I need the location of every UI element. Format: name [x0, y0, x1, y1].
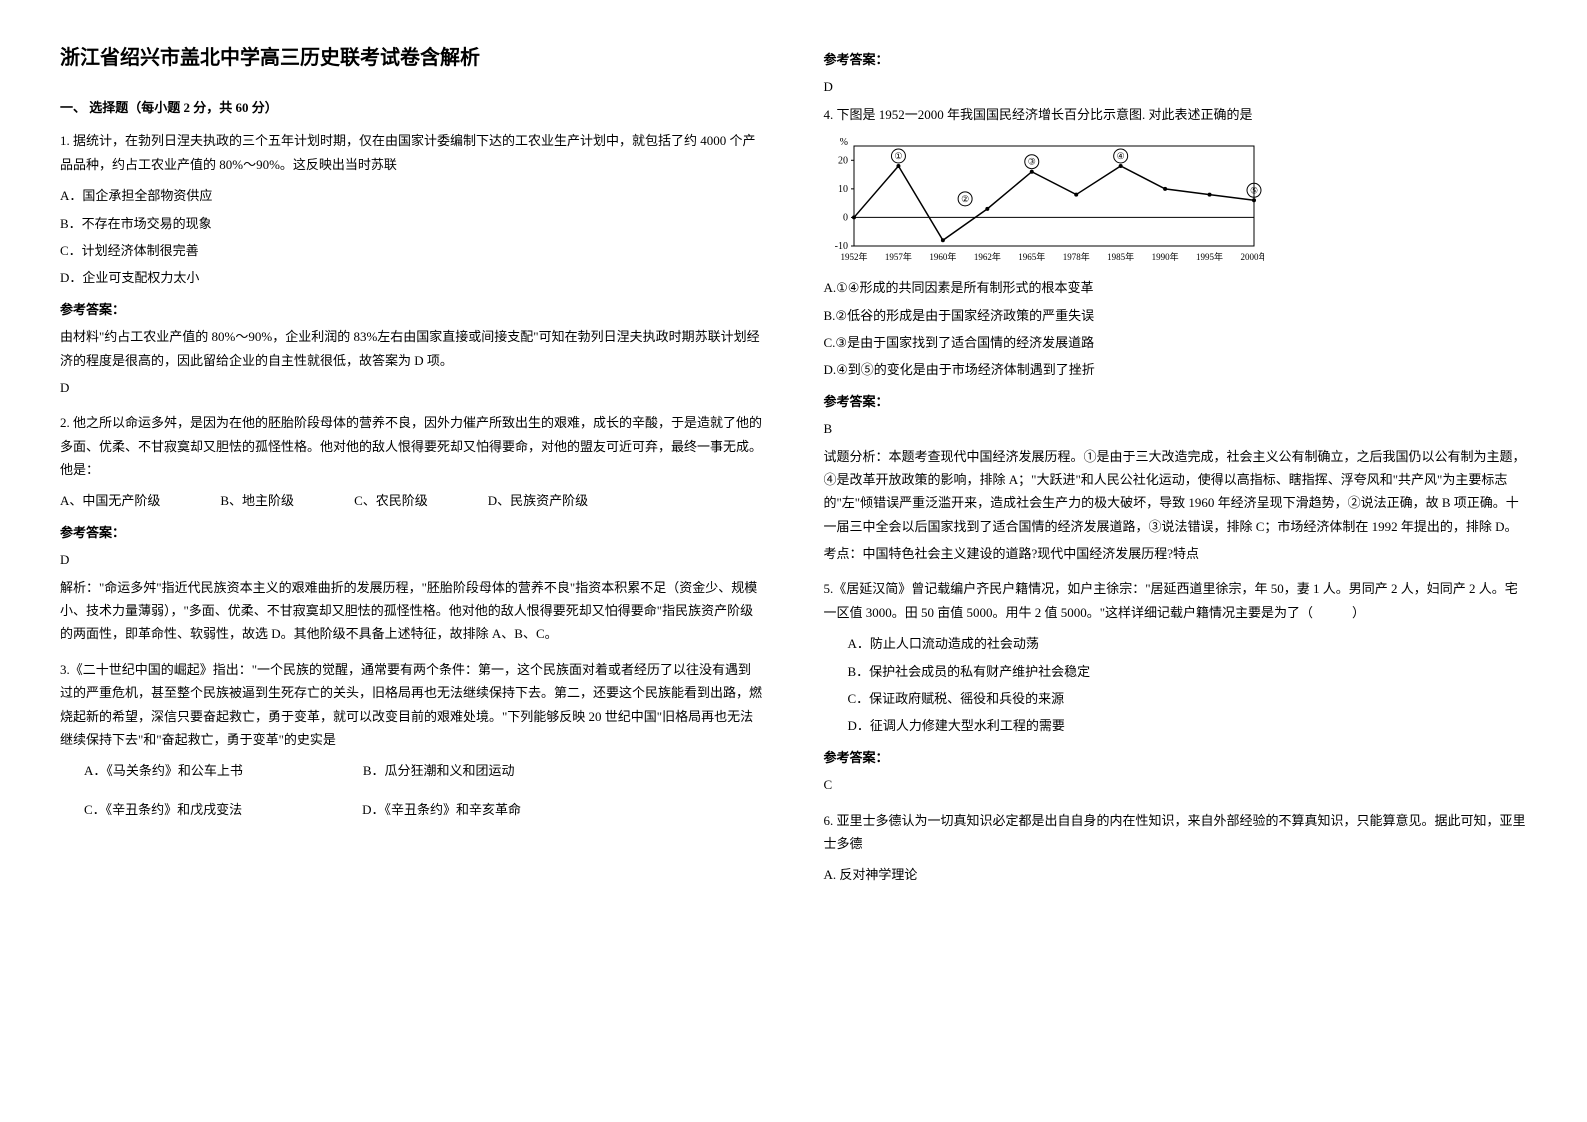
- svg-text:1960年: 1960年: [929, 251, 956, 262]
- option-d: D．企业可支配权力太小: [60, 266, 764, 289]
- option-c: C．《辛丑条约》和戊戌变法: [84, 798, 242, 821]
- svg-text:10: 10: [838, 184, 848, 195]
- svg-text:③: ③: [1027, 157, 1035, 167]
- left-column: 浙江省绍兴市盖北中学高三历史联考试卷含解析 一、 选择题（每小题 2 分，共 6…: [30, 40, 794, 899]
- option-c: C．保证政府赋税、徭役和兵役的来源: [848, 687, 1528, 710]
- options-row-1: A．《马关条约》和公车上书 B．瓜分狂潮和义和团运动: [84, 759, 764, 782]
- svg-text:1995年: 1995年: [1196, 251, 1223, 262]
- options: A.①④形成的共同因素是所有制形式的根本变革 B.②低谷的形成是由于国家经济政策…: [824, 276, 1528, 382]
- question-text: 6. 亚里士多德认为一切真知识必定都是出自自身的内在性知识，来自外部经验的不算真…: [824, 809, 1528, 856]
- question-5: 5.《居延汉简》曾记载编户齐民户籍情况，如户主徐宗："居延西道里徐宗，年 50，…: [824, 577, 1528, 796]
- option-d: D．《辛丑条约》和辛亥革命: [362, 798, 521, 821]
- svg-text:②: ②: [961, 194, 969, 204]
- option-d: D．征调人力修建大型水利工程的需要: [848, 714, 1528, 737]
- answer-value: D: [60, 548, 764, 571]
- options-row-2: C．《辛丑条约》和戊戌变法 D．《辛丑条约》和辛亥革命: [84, 798, 764, 821]
- svg-text:1978年: 1978年: [1062, 251, 1089, 262]
- answer-label: 参考答案：: [824, 746, 1528, 769]
- option-b: B、地主阶级: [220, 489, 294, 512]
- question-1: 1. 据统计，在勃列日涅夫执政的三个五年计划时期，仅在由国家计委编制下达的工农业…: [60, 129, 764, 399]
- svg-text:1962年: 1962年: [973, 251, 1000, 262]
- option-a: A. 反对神学理论: [824, 863, 1528, 886]
- explanation: 试题分析：本题考查现代中国经济发展历程。①是由于三大改造完成，社会主义公有制确立…: [824, 445, 1528, 539]
- answer-label: 参考答案：: [60, 298, 764, 321]
- svg-text:1985年: 1985年: [1107, 251, 1134, 262]
- option-d: D.④到⑤的变化是由于市场经济体制遇到了挫折: [824, 358, 1528, 381]
- section-header: 一、 选择题（每小题 2 分，共 60 分）: [60, 96, 764, 119]
- option-c: C、农民阶级: [354, 489, 428, 512]
- option-b: B．不存在市场交易的现象: [60, 212, 764, 235]
- svg-text:1952年: 1952年: [840, 251, 867, 262]
- economic-chart: -10 0 10 20% 1952年 1957年 1960年 1962年 1965年 1978年 1…: [824, 136, 1264, 266]
- answer-label: 参考答案：: [824, 390, 1528, 413]
- option-a: A.①④形成的共同因素是所有制形式的根本变革: [824, 276, 1528, 299]
- question-text: 2. 他之所以命运多舛，是因为在他的胚胎阶段母体的营养不良，因外力催产所致出生的…: [60, 411, 764, 481]
- explanation: 解析："命运多舛"指近代民族资本主义的艰难曲折的发展历程，"胚胎阶段母体的营养不…: [60, 576, 764, 646]
- options: A．国企承担全部物资供应 B．不存在市场交易的现象 C．计划经济体制很完善 D．…: [60, 184, 764, 290]
- right-column: 参考答案： D 4. 下图是 1952一2000 年我国国民经济增长百分比示意图…: [794, 40, 1558, 899]
- question-text: 1. 据统计，在勃列日涅夫执政的三个五年计划时期，仅在由国家计委编制下达的工农业…: [60, 129, 764, 176]
- svg-text:%: %: [839, 137, 847, 148]
- option-b: B．保护社会成员的私有财产维护社会稳定: [848, 660, 1528, 683]
- answer-value: B: [824, 417, 1528, 440]
- answer-label: 参考答案：: [824, 48, 1528, 71]
- question-text: 4. 下图是 1952一2000 年我国国民经济增长百分比示意图. 对此表述正确…: [824, 103, 1528, 126]
- question-6: 6. 亚里士多德认为一切真知识必定都是出自自身的内在性知识，来自外部经验的不算真…: [824, 809, 1528, 887]
- testpoint: 考点：中国特色社会主义建设的道路?现代中国经济发展历程?特点: [824, 542, 1528, 565]
- svg-text:⑤: ⑤: [1249, 185, 1257, 195]
- svg-text:0: 0: [843, 213, 848, 224]
- option-b: B．瓜分狂潮和义和团运动: [363, 759, 515, 782]
- options: A．防止人口流动造成的社会动荡 B．保护社会成员的私有财产维护社会稳定 C．保证…: [824, 632, 1528, 738]
- option-b: B.②低谷的形成是由于国家经济政策的严重失误: [824, 304, 1528, 327]
- svg-text:1957年: 1957年: [884, 251, 911, 262]
- question-text: 3.《二十世纪中国的崛起》指出："一个民族的觉醒，通常要有两个条件：第一，这个民…: [60, 658, 764, 752]
- answer-value: D: [824, 75, 1528, 98]
- option-a: A．国企承担全部物资供应: [60, 184, 764, 207]
- question-3: 3.《二十世纪中国的崛起》指出："一个民族的觉醒，通常要有两个条件：第一，这个民…: [60, 658, 764, 821]
- svg-text:20: 20: [838, 155, 848, 166]
- page-title: 浙江省绍兴市盖北中学高三历史联考试卷含解析: [60, 40, 764, 76]
- option-a: A．防止人口流动造成的社会动荡: [848, 632, 1528, 655]
- svg-text:2000年: 2000年: [1240, 251, 1264, 262]
- explanation: 由材料"约占工农业产值的 80%～90%，企业利润的 83%左右由国家直接或间接…: [60, 325, 764, 372]
- option-a: A、中国无产阶级: [60, 489, 160, 512]
- svg-text:-10: -10: [834, 241, 847, 252]
- option-c: C．计划经济体制很完善: [60, 239, 764, 262]
- option-d: D、民族资产阶级: [488, 489, 588, 512]
- options: A. 反对神学理论: [824, 863, 1528, 886]
- option-a: A．《马关条约》和公车上书: [84, 759, 243, 782]
- answer-value: C: [824, 773, 1528, 796]
- answer-label: 参考答案：: [60, 521, 764, 544]
- svg-text:1965年: 1965年: [1018, 251, 1045, 262]
- option-c: C.③是由于国家找到了适合国情的经济发展道路: [824, 331, 1528, 354]
- question-text: 5.《居延汉简》曾记载编户齐民户籍情况，如户主徐宗："居延西道里徐宗，年 50，…: [824, 577, 1528, 624]
- question-2: 2. 他之所以命运多舛，是因为在他的胚胎阶段母体的营养不良，因外力催产所致出生的…: [60, 411, 764, 646]
- svg-text:④: ④: [1116, 151, 1124, 161]
- question-4: 4. 下图是 1952一2000 年我国国民经济增长百分比示意图. 对此表述正确…: [824, 103, 1528, 566]
- answer-value: D: [60, 376, 764, 399]
- chart-svg: -10 0 10 20% 1952年 1957年 1960年 1962年 1965年 1978年 1…: [824, 136, 1264, 266]
- svg-text:1990年: 1990年: [1151, 251, 1178, 262]
- svg-text:①: ①: [894, 151, 902, 161]
- options-row: A、中国无产阶级 B、地主阶级 C、农民阶级 D、民族资产阶级: [60, 489, 764, 512]
